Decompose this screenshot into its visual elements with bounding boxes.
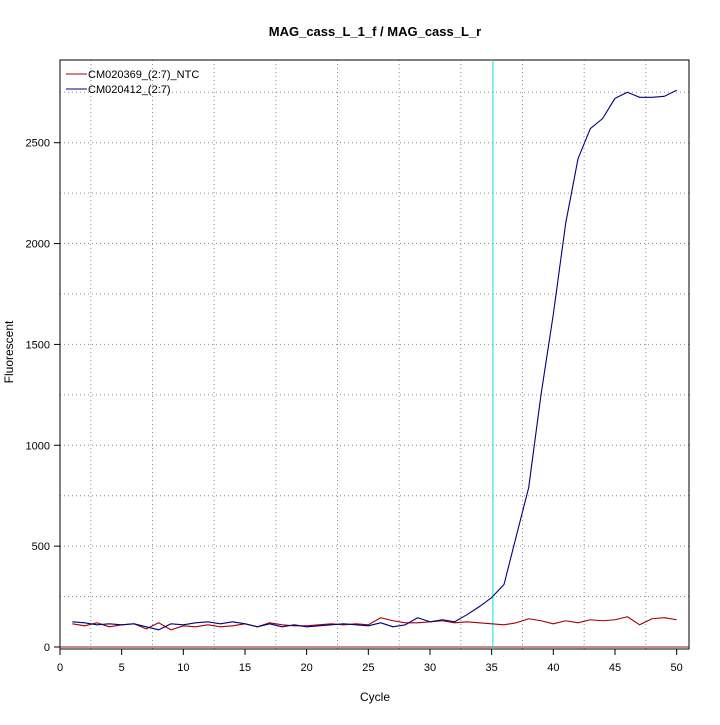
y-tick-label: 500: [32, 541, 50, 553]
x-tick-label: 50: [671, 662, 683, 674]
x-tick-label: 40: [547, 662, 559, 674]
series-line-2: [72, 89, 677, 631]
plot-frame: [59, 59, 690, 650]
y-tick-label: 1500: [26, 339, 50, 351]
series-line-1: [72, 616, 677, 631]
y-tick-label: 2500: [26, 138, 50, 150]
x-tick-label: 30: [424, 662, 436, 674]
legend-label-2: CM020412_(2:7): [88, 84, 171, 96]
x-tick-label: 15: [239, 662, 251, 674]
series-layer: [72, 89, 677, 631]
x-tick-label: 35: [486, 662, 498, 674]
x-axis-label: Cycle: [360, 690, 390, 704]
y-axis-label: Fluorescent: [2, 320, 16, 383]
x-tick-label: 20: [301, 662, 313, 674]
chart-title: MAG_cass_L_1_f / MAG_cass_L_r: [269, 24, 481, 39]
x-tick-label: 5: [119, 662, 125, 674]
y-tick-label: 1000: [26, 440, 50, 452]
x-tick-label: 25: [362, 662, 374, 674]
legend-label-1: CM020369_(2:7)_NTC: [88, 69, 199, 81]
legend: CM020369_(2:7)_NTC CM020412_(2:7): [66, 69, 199, 96]
x-tick-label: 0: [57, 662, 63, 674]
x-tick-label: 45: [609, 662, 621, 674]
y-tick-label: 0: [44, 642, 50, 654]
x-tick-label: 10: [177, 662, 189, 674]
grid-layer: [60, 60, 689, 649]
y-tick-label: 2000: [26, 239, 50, 251]
